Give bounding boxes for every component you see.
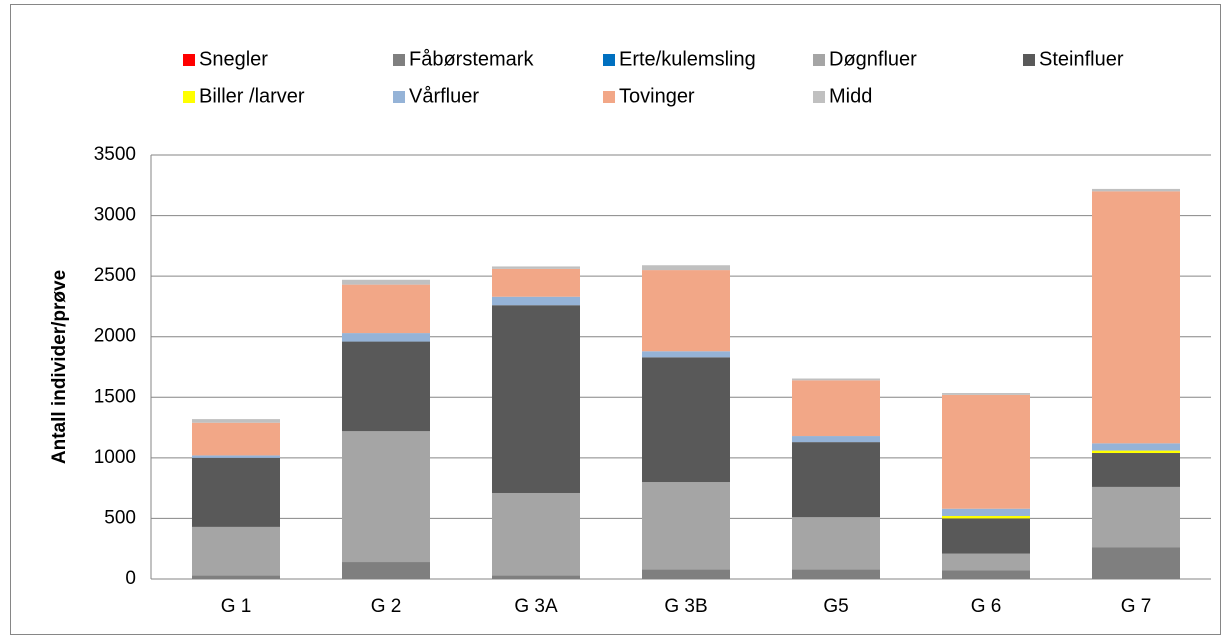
bar-segment: [342, 562, 430, 579]
bar-segment: [492, 266, 580, 269]
y-tick-label: 1000: [94, 447, 136, 468]
y-tick-label: 3000: [94, 205, 136, 226]
bar-segment: [1092, 547, 1180, 579]
bar-segment: [1092, 188, 1180, 192]
bar-segment: [192, 455, 280, 458]
bar-segment: [192, 575, 280, 579]
x-tick-label: G 3A: [514, 596, 558, 617]
bar-segment: [942, 393, 1030, 395]
bar-segment: [492, 296, 580, 306]
bar-segment: [342, 279, 430, 285]
bar-segment: [792, 569, 880, 579]
bar-segment: [1092, 191, 1180, 444]
legend-label: Biller /larver: [199, 85, 305, 107]
bar-segment: [642, 265, 730, 271]
legend-label: Steinfluer: [1039, 48, 1124, 70]
bar-segment: [642, 482, 730, 570]
bar-segment: [942, 394, 1030, 509]
x-tick-label: G 3B: [664, 596, 707, 617]
bar-segment: [492, 575, 580, 579]
bar-segment: [942, 508, 1030, 517]
bar-segment: [342, 341, 430, 432]
bar-segment: [342, 333, 430, 342]
bar-segment: [492, 305, 580, 493]
bar-segment: [1092, 453, 1180, 487]
bar-segment: [942, 553, 1030, 571]
y-tick-label: 2000: [94, 326, 136, 347]
y-tick-label: 1500: [94, 386, 136, 407]
bar-segment: [192, 526, 280, 576]
bar-segment: [792, 436, 880, 443]
legend-swatch: [183, 54, 195, 66]
legend-label: Snegler: [199, 48, 268, 70]
bar-segment: [792, 378, 880, 381]
legend-label: Fåbørstemark: [409, 48, 534, 70]
bar-segment: [1092, 486, 1180, 548]
x-tick-label: G 1: [221, 596, 252, 617]
x-tick-label: G 2: [371, 596, 402, 617]
y-tick-label: 0: [125, 568, 136, 589]
legend-swatch: [183, 91, 195, 103]
legend-swatch: [1023, 54, 1035, 66]
bar-segment: [642, 357, 730, 483]
bar-segment: [1092, 450, 1180, 454]
legend-label: Midd: [829, 85, 872, 107]
legend-label: Tovinger: [619, 85, 695, 107]
y-tick-label: 2500: [94, 265, 136, 286]
legend-label: Vårfluer: [409, 85, 479, 107]
legend-swatch: [393, 54, 405, 66]
legend-label: Erte/kulemsling: [619, 48, 756, 70]
x-tick-label: G 7: [1121, 596, 1152, 617]
bar-segment: [942, 518, 1030, 554]
bar-segment: [642, 351, 730, 358]
bar-segment: [1092, 443, 1180, 451]
legend-label: Døgnfluer: [829, 48, 917, 70]
bar-segment: [492, 268, 580, 297]
legend-swatch: [603, 91, 615, 103]
bar-segment: [792, 517, 880, 570]
legend-swatch: [813, 54, 825, 66]
bar-segment: [942, 570, 1030, 579]
bar-segment: [342, 284, 430, 334]
y-tick-label: 3500: [94, 144, 136, 165]
bar-segment: [342, 431, 430, 563]
legend-swatch: [813, 91, 825, 103]
bar-segment: [192, 422, 280, 456]
y-axis-title: Antall individer/prøve: [49, 270, 70, 464]
bar-segment: [792, 380, 880, 437]
legend-swatch: [603, 54, 615, 66]
x-tick-label: G 6: [971, 596, 1002, 617]
y-tick-label: 500: [104, 507, 136, 528]
bar-segment: [792, 442, 880, 518]
bar-segment: [642, 569, 730, 579]
bar-segment: [942, 516, 1030, 519]
legend-swatch: [393, 91, 405, 103]
bar-segment: [192, 457, 280, 527]
bar-segment: [192, 419, 280, 423]
bar-segment: [492, 492, 580, 576]
x-tick-label: G5: [823, 596, 848, 617]
bar-segment: [642, 270, 730, 352]
